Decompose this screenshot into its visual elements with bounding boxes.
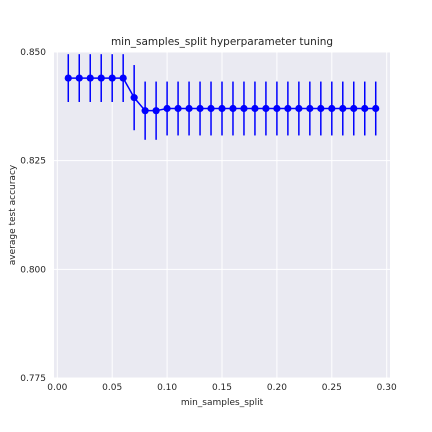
- data-point: [163, 104, 171, 113]
- data-point: [361, 104, 369, 113]
- data-point: [350, 104, 358, 113]
- x-axis-label: min_samples_split: [181, 398, 264, 408]
- data-series: [64, 54, 380, 140]
- data-point: [64, 74, 72, 82]
- data-point: [130, 94, 138, 102]
- data-point: [196, 104, 204, 113]
- x-tick-label: 0.15: [212, 383, 232, 393]
- data-point: [174, 104, 182, 113]
- y-tick-label: 0.800: [20, 265, 46, 275]
- data-point: [306, 104, 314, 113]
- data-point: [75, 74, 83, 82]
- data-point: [86, 74, 94, 82]
- tick-labels: 0.00 0.05 0.10 0.15 0.20 0.25 0.30 0.775 0.800 0.…: [20, 48, 397, 393]
- x-tick-label: 0.30: [377, 383, 397, 393]
- data-point: [152, 107, 160, 115]
- data-point: [119, 74, 127, 82]
- x-tick-label: 0.05: [102, 383, 122, 393]
- data-point: [284, 104, 292, 113]
- data-point: [251, 104, 259, 113]
- data-point: [273, 104, 281, 113]
- x-tick-label: 0.25: [322, 383, 342, 393]
- x-tick-label: 0.20: [267, 383, 287, 393]
- data-point: [328, 104, 336, 113]
- data-point: [229, 104, 237, 113]
- y-tick-label: 0.825: [20, 157, 46, 167]
- data-point: [97, 74, 105, 82]
- y-tick-label: 0.775: [20, 374, 46, 384]
- data-point: [185, 104, 193, 113]
- data-point: [108, 74, 116, 82]
- data-point: [339, 104, 347, 113]
- data-point: [218, 104, 226, 113]
- data-point: [141, 107, 149, 115]
- chart-title: min_samples_split hyperparameter tuning: [111, 36, 333, 48]
- x-tick-label: 0.00: [47, 383, 67, 393]
- data-point: [372, 104, 380, 113]
- x-tick-label: 0.10: [157, 383, 177, 393]
- y-tick-label: 0.850: [20, 48, 46, 58]
- data-point: [317, 104, 325, 113]
- data-point: [207, 104, 215, 113]
- y-axis-label: average test accuracy: [8, 164, 18, 265]
- data-point: [240, 104, 248, 113]
- data-point: [262, 104, 270, 113]
- data-point: [295, 104, 303, 113]
